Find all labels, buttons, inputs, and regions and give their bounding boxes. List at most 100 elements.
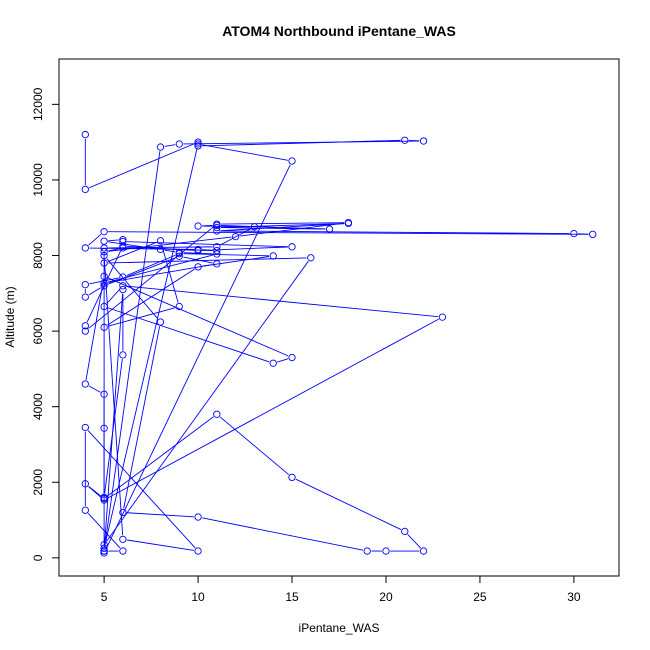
data-point — [231, 232, 240, 241]
data-point — [119, 351, 127, 359]
series-segment — [108, 236, 232, 252]
series-segment — [104, 359, 123, 494]
data-point — [100, 282, 108, 290]
data-point — [119, 237, 127, 246]
data-point — [100, 424, 108, 432]
series-segment — [183, 140, 420, 145]
series-segment — [277, 358, 289, 363]
series-segment — [107, 318, 439, 499]
series-segment — [107, 416, 214, 497]
series-segment — [89, 277, 119, 285]
data-point — [119, 285, 127, 294]
data-point — [325, 225, 334, 233]
data-point — [175, 302, 183, 311]
series-segment — [407, 534, 421, 549]
series-segment — [295, 478, 402, 530]
series-segment — [127, 241, 288, 248]
series-segment — [108, 241, 157, 250]
series-segment — [202, 144, 288, 161]
data-point — [81, 506, 89, 514]
series-segment — [104, 151, 161, 547]
data-point — [119, 235, 127, 244]
series-segment — [183, 256, 213, 264]
data-point — [81, 423, 89, 432]
data-point — [213, 220, 221, 228]
series-segment — [123, 326, 161, 509]
data-point — [288, 157, 296, 165]
data-point — [288, 353, 296, 362]
data-point — [81, 322, 89, 330]
data-point — [194, 513, 202, 521]
series-segment — [107, 277, 289, 357]
data-point — [81, 327, 89, 335]
series-segment — [87, 430, 196, 549]
data-point — [269, 252, 277, 260]
data-point — [213, 246, 221, 255]
x-tick-label: 15 — [285, 590, 299, 604]
series-segment — [107, 307, 270, 363]
series-segment — [108, 307, 176, 327]
data-point — [119, 508, 127, 517]
x-axis-label: iPentane_WAS — [299, 621, 380, 635]
data-point — [100, 549, 108, 557]
data-point — [194, 222, 202, 230]
series-segment — [127, 285, 439, 318]
data-point — [156, 318, 165, 326]
data-point — [401, 136, 409, 144]
data-point — [194, 142, 202, 150]
data-point — [419, 547, 428, 555]
series-segment — [89, 143, 195, 189]
data-point — [100, 237, 108, 245]
data-point — [100, 302, 108, 311]
series-segment — [221, 222, 345, 225]
data-point — [119, 282, 127, 290]
series-segment — [183, 252, 213, 255]
data-point — [419, 137, 428, 145]
data-point — [100, 259, 108, 267]
series-segment — [107, 241, 157, 262]
series-segment — [164, 249, 176, 253]
series-segment — [108, 231, 589, 235]
data-point — [156, 143, 165, 151]
data-point — [250, 223, 259, 231]
data-point — [100, 544, 108, 553]
y-tick-label: 8000 — [31, 242, 45, 269]
data-point — [213, 410, 221, 418]
data-point — [100, 251, 108, 260]
series-layer — [81, 130, 597, 557]
data-point — [382, 547, 390, 555]
data-point — [81, 244, 89, 252]
y-axis-label: Altitude (m) — [3, 286, 17, 347]
data-point — [81, 185, 89, 194]
data-point — [213, 250, 221, 258]
data-point — [213, 243, 221, 251]
series-segment — [164, 144, 176, 147]
y-tick-label: 4000 — [31, 393, 45, 420]
data-point — [119, 547, 127, 555]
data-point — [194, 263, 202, 271]
data-point — [194, 140, 202, 148]
y-axis: 0 2000 4000 6000 8000 10000 12000 — [31, 87, 60, 561]
series-segment — [108, 239, 119, 242]
series-segment — [85, 280, 104, 380]
data-point — [344, 218, 353, 227]
data-point — [213, 260, 221, 268]
data-point — [156, 237, 165, 245]
data-point — [156, 245, 165, 254]
series-segment — [127, 512, 194, 518]
data-point — [269, 359, 277, 367]
series-segment — [106, 258, 159, 320]
data-point — [81, 293, 89, 301]
series-segment — [106, 288, 121, 304]
data-point — [100, 390, 108, 398]
series-segment — [87, 513, 121, 549]
series-segment — [161, 244, 179, 303]
data-point — [100, 248, 108, 256]
data-point — [194, 138, 202, 146]
series-segment — [88, 486, 102, 497]
series-segment — [108, 248, 119, 252]
series-segment — [221, 227, 326, 230]
series-segment — [88, 385, 101, 393]
